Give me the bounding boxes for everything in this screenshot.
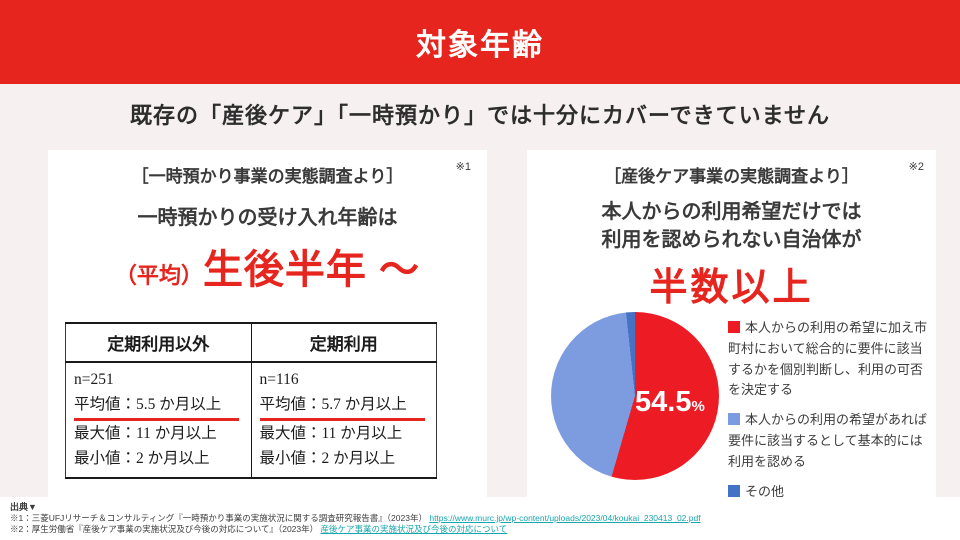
stat-max: 最大値：11 か月以上 [74, 425, 217, 443]
footnote-mark-1: ※1 [455, 161, 471, 173]
source-line-1: ※1：三菱UFJリサーチ＆コンサルティング『一時預かり事業の実施状況に関する調査… [10, 513, 960, 524]
legend-text: 本人からの利用の希望に加え市町村において総合的に要件に該当するかを個別判断し、利… [728, 320, 928, 398]
table-col-header: 定期利用以外 [65, 322, 252, 363]
stat-n: n=251 [74, 371, 114, 388]
table-body-row: n=251 平均値：5.5 か月以上 最大値：11 か月以上 最小値：2 か月以… [65, 362, 437, 480]
legend-text: 本人からの利用の希望があれば要件に該当するとして基本的には利用を認める [728, 412, 928, 469]
stat-n: n=116 [259, 371, 299, 388]
right-source-text: ［産後ケア事業の実態調査より］ [604, 167, 859, 186]
source-2-text: ※2：厚生労働省『産後ケア事業の実施状況及び今後の対応について』（2023年） [10, 524, 319, 535]
left-highlight-prefix: （平均） [114, 262, 203, 288]
pie-data-label: 54.5% [635, 386, 705, 419]
right-statement-line2: 利用を認められない自治体が [601, 228, 862, 251]
left-source-text: ［一時預かり事業の実態調査より］ [131, 167, 404, 186]
left-highlight-main: 生後半年 ～ [202, 247, 421, 292]
source-2-link[interactable]: 産後ケア事業の実施状況及び今後の対応について [320, 524, 508, 535]
stat-mean: 平均値：5.5 か月以上 [74, 392, 245, 422]
source-1-text: ※1：三菱UFJリサーチ＆コンサルティング『一時預かり事業の実施状況に関する調査… [10, 513, 427, 523]
table-col-header: 定期利用 [251, 322, 437, 363]
legend-item: 本人からの利用の希望に加え市町村において総合的に要件に該当するかを個別判断し、利… [728, 318, 928, 401]
legend-item: その他 [728, 482, 928, 503]
left-highlight: （平均）生後半年 ～ [48, 237, 487, 295]
left-statement: 一時預かりの受け入れ年齢は [137, 207, 398, 229]
right-highlight: 半数以上 [649, 267, 814, 310]
title-bar: 対象年齢 [0, 0, 960, 84]
source-line-2: ※2：厚生労働省『産後ケア事業の実施状況及び今後の対応について』（2023年） … [10, 524, 960, 535]
pie-label-value: 54.5 [635, 385, 692, 418]
pie-legend: 本人からの利用の希望に加え市町村において総合的に要件に該当するかを個別判断し、利… [728, 318, 928, 511]
legend-swatch [728, 484, 740, 497]
stat-min: 最小値：2 か月以上 [74, 450, 210, 468]
right-source-label: ［産後ケア事業の実態調査より］ ※2 [527, 161, 936, 187]
footnote-mark-2: ※2 [908, 161, 924, 173]
subtitle: 既存の「産後ケア」「一時預かり」では十分にカバーできていません [129, 103, 831, 128]
stat-min: 最小値：2 か月以上 [259, 450, 396, 468]
legend-swatch [728, 321, 740, 333]
legend-swatch [728, 413, 740, 426]
age-stats-table: 定期利用以外 定期利用 n=251 平均値：5.5 か月以上 最大値：11 か月… [65, 322, 437, 480]
panel-ichiji-azukari: ［一時預かり事業の実態調査より］ ※1 一時預かりの受け入れ年齢は （平均）生後… [48, 150, 487, 497]
legend-item: 本人からの利用の希望があれば要件に該当するとして基本的には利用を認める [728, 410, 928, 472]
page-title: 対象年齢 [416, 29, 544, 62]
pie-chart [551, 312, 719, 480]
stat-mean: 平均値：5.7 か月以上 [259, 392, 431, 422]
legend-text: その他 [745, 483, 785, 499]
right-statement: 本人からの利用希望だけでは 利用を認められない自治体が [527, 199, 936, 254]
table-cell-regular: n=116 平均値：5.7 か月以上 最大値：11 か月以上 最小値：2 か月以… [251, 362, 437, 480]
pie-chart-wrap: 54.5% [551, 312, 719, 480]
table-header-row: 定期利用以外 定期利用 [65, 322, 437, 363]
table-cell-non-regular: n=251 平均値：5.5 か月以上 最大値：11 か月以上 最小値：2 か月以… [65, 362, 252, 480]
sources-heading: 出典▼ [10, 502, 37, 512]
right-statement-line1: 本人からの利用希望だけでは [601, 201, 862, 223]
pie-label-unit: % [691, 397, 705, 415]
panel-sango-care: ［産後ケア事業の実態調査より］ ※2 本人からの利用希望だけでは 利用を認められ… [527, 150, 936, 499]
source-1-link[interactable]: https://www.murc.jp/wp-content/uploads/2… [429, 513, 701, 523]
stat-max: 最大値：11 か月以上 [259, 425, 403, 443]
footer-sources: 出典▼ ※1：三菱UFJリサーチ＆コンサルティング『一時預かり事業の実施状況に関… [0, 497, 960, 540]
left-source-label: ［一時預かり事業の実態調査より］ ※1 [48, 161, 487, 187]
